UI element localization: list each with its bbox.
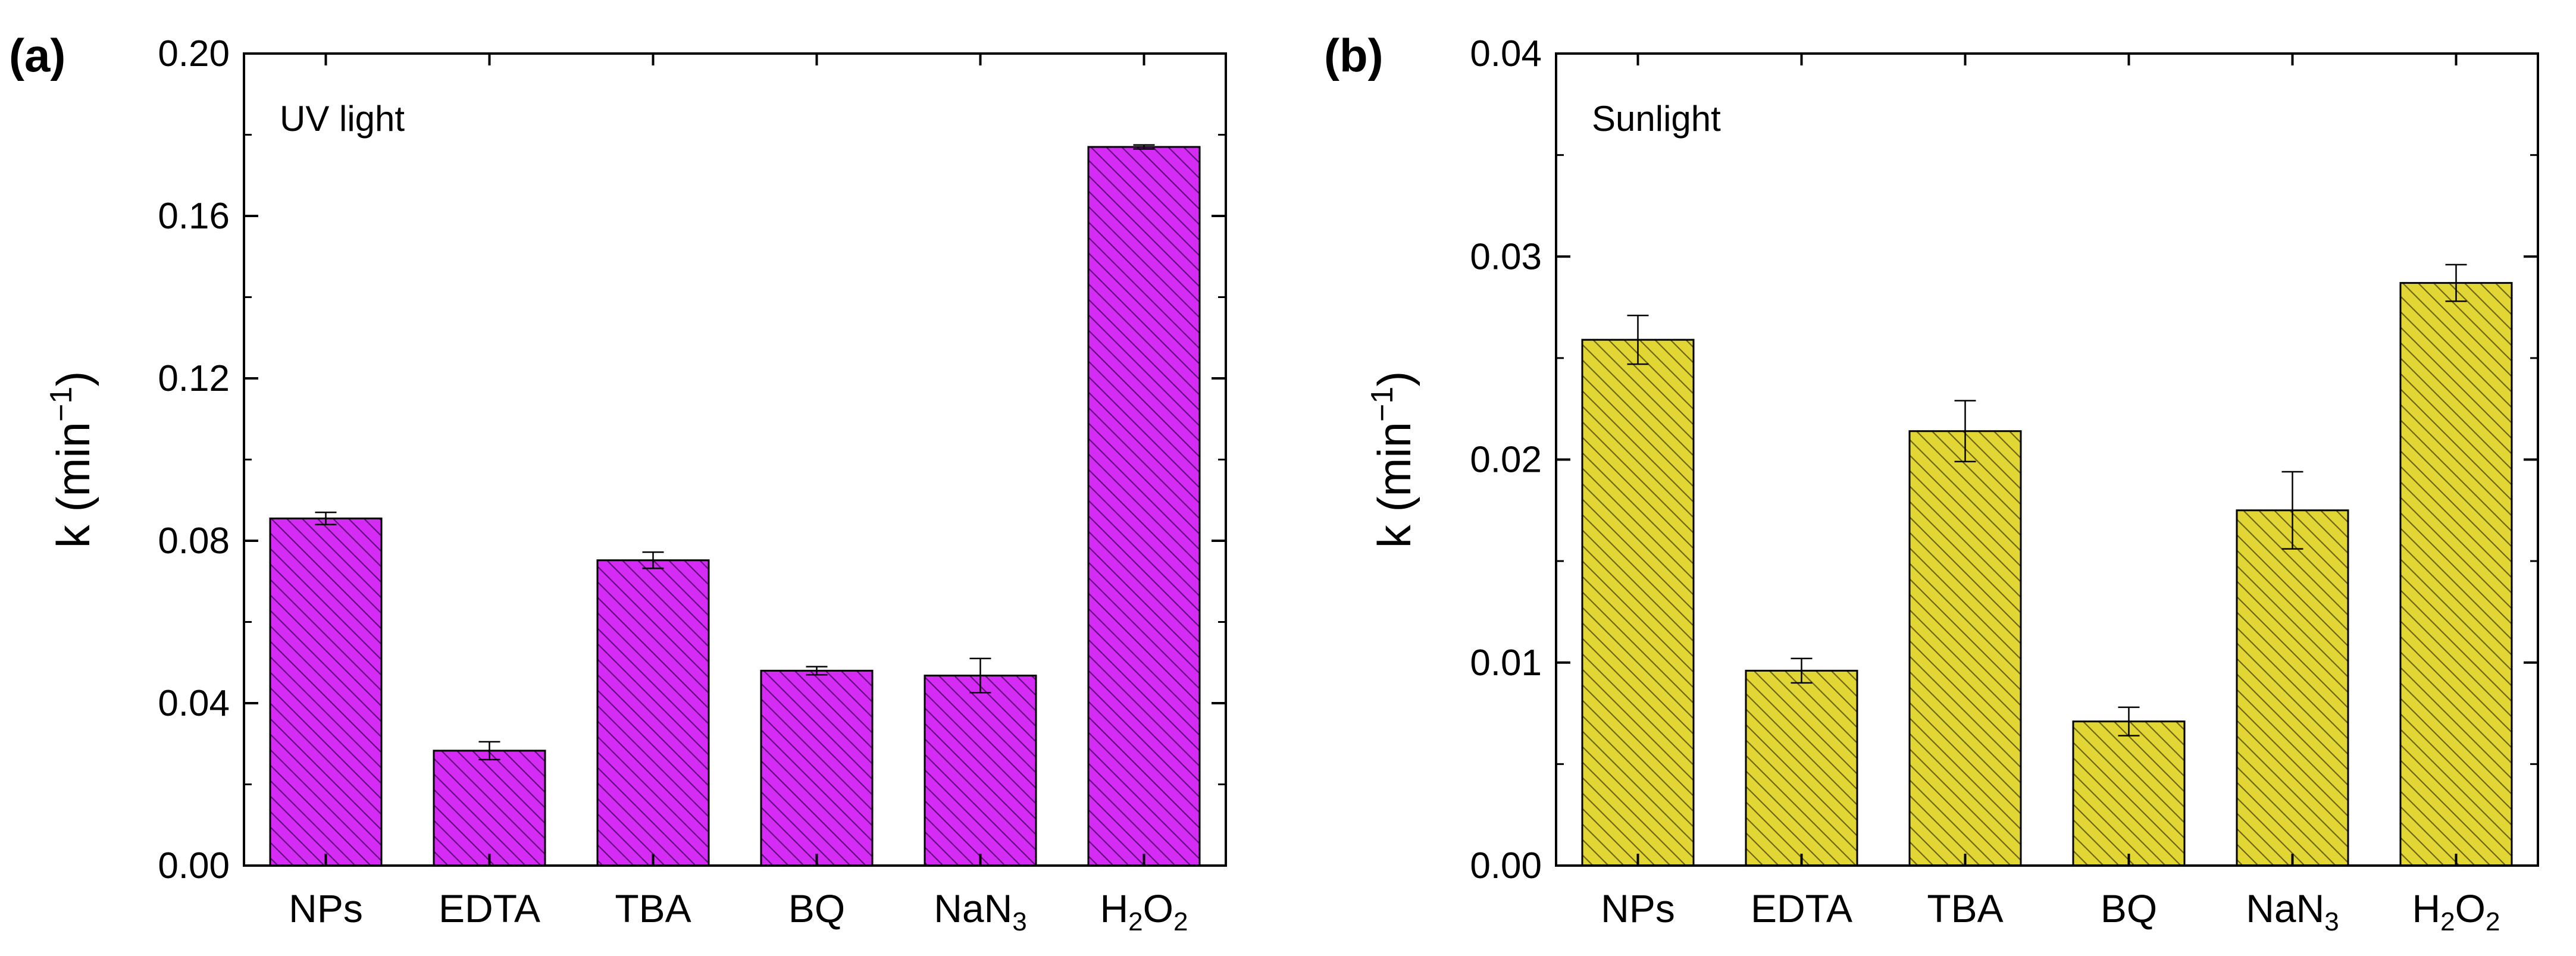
- bar-tba: [596, 559, 710, 867]
- y-tick-label: 0.04: [1470, 33, 1542, 74]
- x-tick-label: H2O2: [1100, 886, 1188, 936]
- chart-panel-a: NPs EDTA TBA BQ NaN3 H2O2 0.00 0.04 0.08 0.12 0.16…: [9, 29, 1227, 936]
- y-axis-label: k (min−1): [44, 371, 99, 548]
- x-tick-label: NaN3: [2246, 886, 2339, 936]
- y-tick-label: 0.12: [158, 358, 230, 399]
- bar-tba: [1908, 430, 2022, 867]
- error-bar-nps: [1627, 314, 1649, 365]
- y-tick-label: 0.02: [1470, 440, 1542, 481]
- error-bar-edta: [1791, 657, 1813, 684]
- x-tick-label: NPs: [289, 886, 363, 930]
- bar-edta: [1745, 669, 1858, 867]
- y-tick-label: 0.16: [158, 196, 230, 237]
- error-bar-h2o2: [1133, 144, 1155, 150]
- bar-h2o2: [1087, 146, 1201, 867]
- x-tick-label: BQ: [2101, 886, 2157, 930]
- y-tick-label: 0.03: [1470, 236, 1542, 277]
- bar-nps: [1581, 338, 1695, 867]
- chart-panel-b: NPs EDTA TBA BQ NaN3 H2O2 0.00 0.01 0.02 0.03 0.04…: [1324, 29, 2539, 936]
- bar-edta: [433, 750, 546, 867]
- error-bar-bq: [806, 666, 828, 676]
- y-tick-label: 0.00: [1470, 845, 1542, 886]
- y-tick-label: 0.00: [158, 845, 230, 886]
- error-bar-nan3: [2281, 471, 2303, 550]
- x-tick-label: EDTA: [1751, 886, 1852, 930]
- x-tick-label: TBA: [1927, 886, 2003, 930]
- x-tick-label: H2O2: [2412, 886, 2500, 936]
- y-tick-label: 0.04: [158, 683, 230, 724]
- bar-bq: [760, 669, 874, 867]
- plot-frame: [1555, 52, 2539, 867]
- x-tick-label: TBA: [615, 886, 691, 930]
- error-bar-bq: [2118, 706, 2140, 736]
- condition-annotation: UV light: [280, 99, 405, 139]
- y-tick-label: 0.20: [158, 33, 230, 74]
- error-bar-nan3: [969, 657, 991, 694]
- x-tick-label: EDTA: [439, 886, 540, 930]
- error-bar-tba: [1954, 400, 1976, 463]
- x-tick-label: NPs: [1601, 886, 1675, 930]
- bar-bq: [2072, 720, 2186, 867]
- bar-nan3: [924, 675, 1037, 867]
- plot-frame: [243, 52, 1227, 867]
- panel-label: (b): [1324, 29, 1384, 82]
- error-bar-edta: [478, 741, 500, 761]
- x-tick-label: NaN3: [934, 886, 1027, 936]
- y-axis-label: k (min−1): [1365, 371, 1420, 548]
- error-bar-h2o2: [2445, 264, 2467, 302]
- condition-annotation: Sunlight: [1592, 99, 1721, 139]
- bar-h2o2: [2399, 282, 2513, 867]
- y-tick-label: 0.01: [1470, 642, 1542, 684]
- panel-label: (a): [9, 29, 65, 82]
- error-bar-tba: [642, 551, 664, 569]
- error-bar-nps: [315, 511, 337, 525]
- x-tick-label: BQ: [788, 886, 845, 930]
- bar-nps: [269, 517, 383, 867]
- bar-nan3: [2236, 509, 2349, 867]
- y-tick-label: 0.08: [158, 521, 230, 562]
